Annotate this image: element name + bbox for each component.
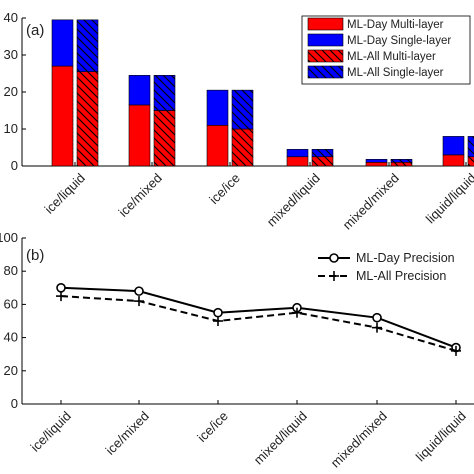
point-ml-all-precision: [292, 307, 302, 318]
panel-a-legend: ML-Day Multi-layer ML-Day Single-layer ML-…: [301, 15, 471, 85]
panel-a-y-tick-label: 40: [4, 10, 18, 25]
legend-swatch: [307, 33, 344, 47]
panel-b-y-ticks: 0 20 40 60 80 100: [0, 230, 26, 411]
panel-a-y-tick-label: 30: [4, 47, 18, 62]
panel-b-x-tick-label: ice/ice: [194, 408, 231, 445]
panel-a-x-tick-label: ice/liquid: [42, 170, 88, 216]
panel-a-x-tick-label: mixed/liquid: [264, 170, 323, 229]
bar-ml-day-single-layer: [442, 136, 465, 156]
panel-a-x-tick-label: liquid/liquid: [423, 170, 474, 226]
point-ml-all-precision: [213, 316, 223, 326]
legend-marker-plus: [329, 271, 339, 281]
panel-b-y-tick-label: 100: [0, 230, 18, 245]
panel-b-x-tick-label: liquid/liquid: [413, 408, 469, 464]
legend-entry-label: ML-Day Precision: [356, 251, 455, 265]
legend-entry-label: ML-Day Multi-layer: [347, 19, 444, 31]
bar-ml-day-multi-layer: [286, 156, 309, 167]
panel-a-y-tick-label: 20: [4, 84, 18, 99]
panel-a-bar-chart: 0 10 20 30 40 ice/liquid ice/mixed ice/ice mixe…: [4, 10, 474, 233]
panel-b-x-tick-label: mixed/liquid: [251, 408, 310, 467]
bar-ml-day-single-layer: [365, 159, 388, 163]
bar-ml-day-single-layer: [206, 89, 229, 126]
panel-a-label: (a): [26, 22, 44, 39]
point-ml-all-precision: [56, 291, 66, 302]
legend-swatch: [307, 17, 344, 31]
panel-b-x-tick-label: mixed/mixed: [328, 408, 390, 470]
bar-hatch-ml-all-single-layer: [77, 19, 98, 72]
panel-a-x-tick-label: ice/mixed: [115, 170, 164, 219]
point-ml-day-precision: [56, 282, 66, 293]
legend-entry-label: ML-All Single-layer: [347, 67, 444, 79]
panel-b-x-tick-label: ice/mixed: [102, 408, 151, 457]
bar-hatch-ml-all-single-layer: [232, 90, 253, 129]
bar-hatch-ml-all-single-layer: [468, 136, 474, 157]
bar-ml-day-multi-layer: [51, 65, 74, 167]
panel-b-x-tick-labels: ice/liquid ice/mixed ice/ice mixed/liquid mi…: [28, 400, 469, 471]
panel-a-x-tick-label: ice/ice: [206, 170, 243, 207]
legend-entry-label: ML-Day Single-layer: [347, 35, 451, 47]
panel-b-y-tick-label: 60: [4, 296, 18, 311]
bar-ml-day-single-layer: [51, 19, 74, 67]
panel-b-y-tick-label: 20: [4, 363, 18, 378]
legend-marker-circle: [329, 253, 339, 263]
panel-b-y-tick-label: 0: [11, 396, 18, 411]
bar-hatch-ml-all-single-layer: [154, 75, 175, 111]
panel-b-y-tick-label: 40: [4, 330, 18, 345]
bar-hatch-ml-all-multi-layer: [154, 110, 175, 166]
bar-ml-day-multi-layer: [206, 125, 229, 167]
point-ml-day-precision: [134, 286, 144, 296]
legend-swatch-hatch: [308, 66, 343, 78]
point-ml-all-precision: [372, 322, 382, 333]
panel-b-label: (b): [26, 247, 44, 264]
bar-ml-day-multi-layer: [365, 162, 388, 167]
point-ml-day-precision: [372, 312, 382, 323]
panel-a-y-tick-label: 10: [4, 121, 18, 136]
point-ml-all-precision: [134, 296, 144, 307]
panel-b-line-chart: 0 20 40 60 80 100 ice/liquid ice/mixed ice/ice m…: [0, 230, 474, 471]
line-ml-all-precision: [60, 295, 457, 352]
panel-a-y-tick-label: 0: [11, 158, 18, 173]
point-ml-all-precision: [451, 345, 461, 356]
legend-entry-label: ML-All Multi-layer: [347, 51, 436, 63]
bar-ml-day-single-layer: [286, 149, 309, 158]
bar-hatch-ml-all-multi-layer: [312, 156, 333, 166]
panel-a-x-tick-label: mixed/mixed: [340, 170, 402, 232]
bar-ml-day-multi-layer: [442, 154, 465, 167]
panel-a-y-ticks: 0 10 20 30 40: [4, 10, 26, 173]
bar-hatch-ml-all-single-layer: [391, 159, 412, 163]
bar-hatch-ml-all-multi-layer: [232, 129, 253, 166]
bar-hatch-ml-all-multi-layer: [468, 156, 474, 166]
bar-hatch-ml-all-multi-layer: [77, 71, 98, 166]
panel-b-series: [56, 282, 461, 356]
line-ml-day-precision: [60, 286, 457, 349]
panel-b-legend: ML-Day Precision ML-All Precision: [318, 251, 455, 283]
legend-swatch-hatch: [308, 50, 343, 62]
panel-b-x-tick-label: ice/liquid: [28, 408, 74, 454]
bar-ml-day-multi-layer: [128, 104, 151, 167]
legend-entry-label: ML-All Precision: [356, 269, 446, 283]
bar-hatch-ml-all-single-layer: [312, 149, 333, 157]
panel-b-y-tick-label: 80: [4, 263, 18, 278]
panel-a-x-tick-labels: ice/liquid ice/mixed ice/ice mixed/liquid mi…: [42, 162, 474, 233]
bar-ml-day-single-layer: [128, 75, 151, 106]
point-ml-day-precision: [213, 307, 223, 318]
bar-hatch-ml-all-multi-layer: [391, 162, 412, 166]
panel-a-bars: [51, 19, 474, 167]
